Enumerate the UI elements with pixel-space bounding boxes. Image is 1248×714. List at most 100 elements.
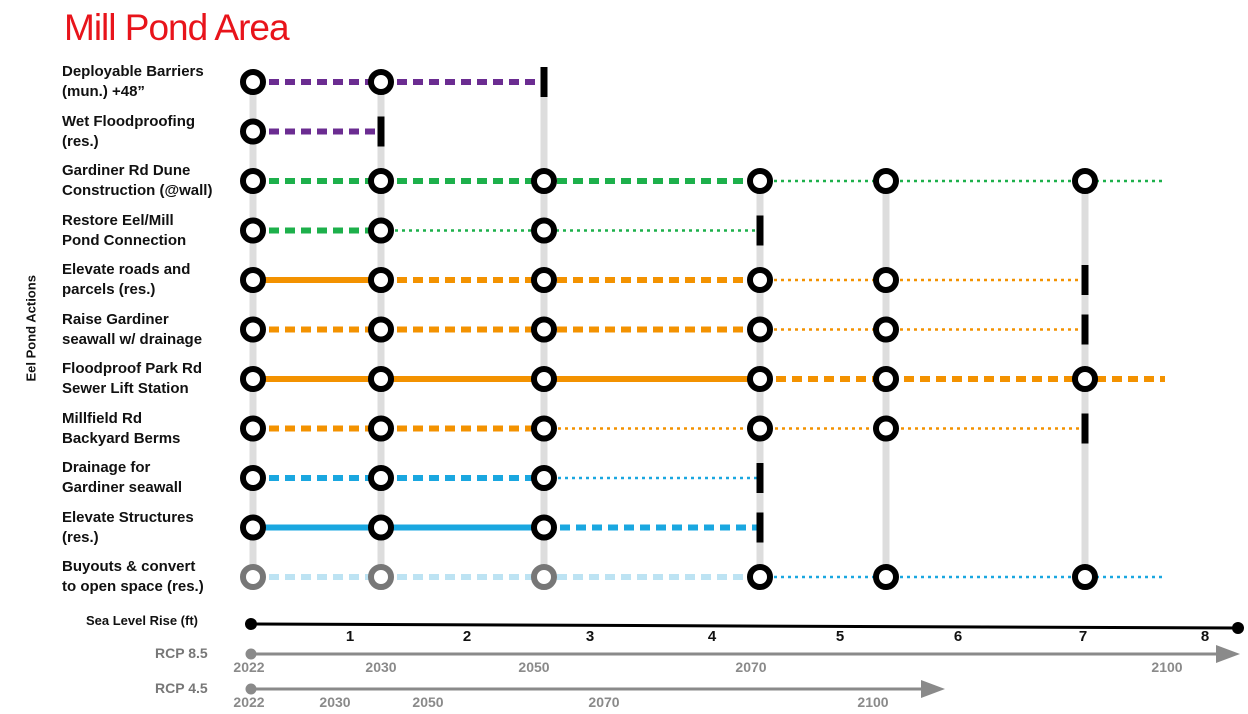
- decision-node: [531, 415, 557, 442]
- action-label-line1: Drainage for: [62, 459, 151, 476]
- action-label: Gardiner Rd Dune Construction (@wall): [62, 161, 240, 201]
- sea-level-rise-tick: 8: [1201, 628, 1209, 645]
- terminal-bar: [540, 67, 548, 97]
- rcp45-tick: 2100: [857, 694, 888, 710]
- rcp85-tick: 2070: [735, 659, 766, 675]
- decision-node: [368, 415, 394, 442]
- decision-node: [873, 564, 899, 590]
- action-label: Millfield Rd Backyard Berms: [62, 409, 240, 449]
- decision-node: [240, 316, 266, 343]
- decision-node: [368, 267, 394, 293]
- decision-nodes: [240, 69, 1098, 590]
- rcp45-tick: 2030: [319, 694, 350, 710]
- rcp45-arrowhead: [921, 680, 945, 698]
- decision-node: [1072, 168, 1098, 194]
- decision-node: [747, 564, 773, 590]
- action-label: Floodproof Park Rd Sewer Lift Station: [62, 359, 240, 399]
- terminal-bar: [756, 463, 764, 493]
- action-label-line2: to open space (res.): [62, 578, 204, 595]
- decision-node: [240, 415, 266, 442]
- decision-node: [873, 415, 899, 442]
- decision-node: [368, 514, 394, 541]
- decision-node: [368, 366, 394, 392]
- action-label: Buyouts & convert to open space (res.): [62, 557, 240, 597]
- decision-node: [368, 465, 394, 491]
- action-label: Restore Eel/Mill Pond Connection: [62, 211, 240, 251]
- action-label: Raise Gardiner seawall w/ drainage: [62, 310, 240, 350]
- action-label-line2: (res.): [62, 132, 99, 150]
- decision-node: [531, 267, 557, 293]
- action-label-line2: (mun.) +48”: [62, 83, 145, 100]
- rcp85-tick: 2022: [233, 659, 264, 675]
- sea-level-rise-tick: 2: [463, 628, 471, 645]
- decision-node: [240, 217, 266, 244]
- action-label-line2: seawall w/ drainage: [62, 330, 203, 348]
- rcp45-tick: 2070: [588, 694, 619, 710]
- action-label-line2: parcels (res.): [62, 281, 156, 298]
- decision-node: [368, 316, 394, 343]
- action-label-line1: Elevate Structures: [62, 508, 194, 526]
- action-label: Elevate roads and parcels (res.): [62, 260, 240, 300]
- decision-node: [531, 514, 557, 541]
- sea-level-rise-tick: 4: [708, 628, 717, 645]
- action-label-line2: Pond Connection: [62, 231, 187, 249]
- terminal-bar: [756, 512, 764, 543]
- action-label-line1: Elevate roads and: [62, 261, 191, 278]
- action-label: Wet Floodproofing (res.): [62, 112, 240, 152]
- decision-node: [368, 217, 394, 244]
- decision-node: [531, 366, 557, 392]
- action-label-line2: Construction (@wall): [62, 182, 213, 199]
- terminal-bar: [756, 215, 764, 246]
- sea-level-rise-label: Sea Level Rise (ft): [86, 613, 198, 628]
- action-label-line2: (res.): [62, 528, 99, 546]
- decision-node: [747, 316, 773, 343]
- action-label-line2: Backyard Berms: [62, 429, 181, 447]
- action-label: Drainage for Gardiner seawall: [62, 458, 240, 498]
- action-label-line2: Gardiner seawall: [62, 479, 183, 496]
- rcp85-arrowhead: [1216, 645, 1240, 663]
- faded-decision-node: [531, 564, 557, 590]
- decision-node: [873, 267, 899, 293]
- action-label-line1: Buyouts & convert: [62, 558, 196, 575]
- decision-node: [747, 366, 773, 392]
- action-label: Elevate Structures (res.): [62, 508, 240, 548]
- sea-level-rise-tick: 1: [346, 628, 354, 645]
- decision-node: [240, 514, 266, 541]
- action-label-line1: Wet Floodproofing: [62, 112, 196, 130]
- rcp45-tick: 2050: [412, 694, 443, 710]
- decision-node: [240, 69, 266, 95]
- sea-level-rise-axis: [250, 622, 1239, 630]
- action-label-line2: Sewer Lift Station: [62, 380, 189, 397]
- decision-node: [240, 118, 266, 145]
- decision-node: [1072, 366, 1098, 392]
- rcp85-label: RCP 8.5: [155, 645, 208, 661]
- decision-node: [873, 366, 899, 392]
- timeline-axes: 1 2 3 4 5 6 7 8 2022 2030 2050 2070 2100 2022 2030 2050…: [233, 618, 1244, 710]
- decision-node: [240, 465, 266, 491]
- action-label: Deployable Barriers (mun.) +48”: [62, 62, 240, 102]
- rcp45-label: RCP 4.5: [155, 680, 208, 696]
- rcp45-tick: 2022: [233, 694, 264, 710]
- decision-node: [747, 415, 773, 442]
- sea-level-rise-tick: 7: [1079, 628, 1087, 645]
- rcp85-start-dot: [245, 648, 257, 660]
- decision-node: [531, 316, 557, 343]
- sea-level-rise-start-dot: [245, 618, 257, 630]
- faded-decision-node: [240, 564, 266, 590]
- action-label-line1: Gardiner Rd Dune: [62, 162, 191, 179]
- decision-node: [747, 168, 773, 194]
- sea-level-rise-tick: 5: [836, 628, 844, 645]
- rcp85-tick: 2100: [1151, 659, 1182, 675]
- rcp85-tick: 2030: [365, 659, 396, 675]
- sea-level-rise-end-dot: [1232, 622, 1244, 634]
- decision-node: [873, 316, 899, 343]
- rcp85-tick: 2050: [518, 659, 549, 675]
- sea-level-rise-tick: 6: [954, 628, 962, 645]
- faded-decision-node: [368, 564, 394, 590]
- action-label-line1: Floodproof Park Rd: [62, 360, 202, 377]
- decision-node: [240, 168, 266, 194]
- decision-node: [1072, 564, 1098, 590]
- rcp45-start-dot: [245, 683, 257, 695]
- decision-node: [531, 465, 557, 491]
